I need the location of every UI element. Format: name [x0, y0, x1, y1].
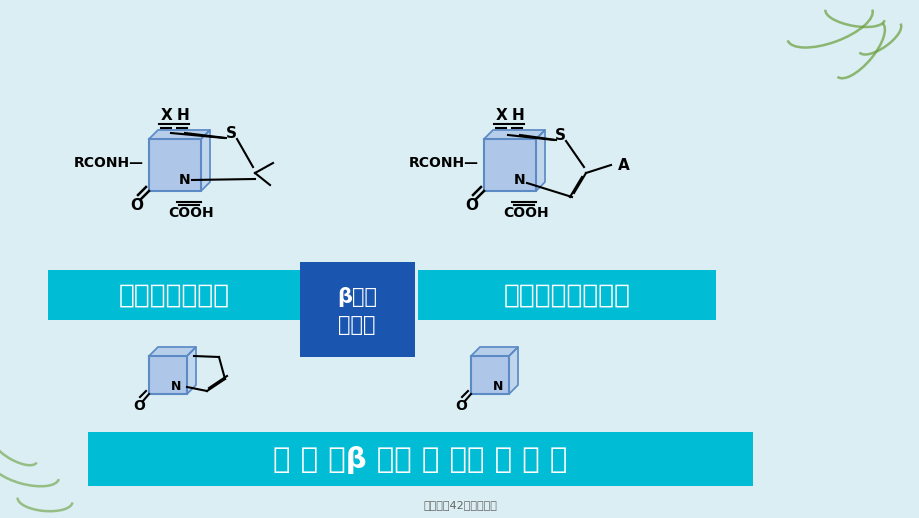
- Text: O: O: [130, 197, 143, 212]
- Text: O: O: [465, 197, 478, 212]
- FancyBboxPatch shape: [48, 270, 300, 320]
- Text: 药理学第42章青霉素类: 药理学第42章青霉素类: [423, 500, 496, 510]
- Polygon shape: [471, 347, 517, 356]
- Text: COOH: COOH: [168, 206, 213, 220]
- Text: X: X: [161, 108, 173, 122]
- Polygon shape: [149, 347, 196, 356]
- Text: O: O: [133, 399, 145, 413]
- Polygon shape: [508, 347, 517, 394]
- Polygon shape: [187, 347, 196, 394]
- Text: S: S: [554, 127, 565, 142]
- Text: 非 典 型β －内 酰 胺抗 生 素 类: 非 典 型β －内 酰 胺抗 生 素 类: [273, 446, 567, 474]
- Text: H: H: [176, 108, 189, 122]
- Text: RCONH—: RCONH—: [74, 156, 144, 170]
- Text: H: H: [511, 108, 524, 122]
- Polygon shape: [149, 130, 210, 139]
- Polygon shape: [483, 130, 544, 139]
- Text: O: O: [455, 399, 467, 413]
- Bar: [483, 139, 536, 191]
- Bar: [149, 356, 187, 394]
- Polygon shape: [200, 130, 210, 191]
- FancyBboxPatch shape: [417, 270, 715, 320]
- Text: N: N: [493, 381, 503, 394]
- Bar: [471, 356, 508, 394]
- Text: S: S: [225, 125, 236, 140]
- Text: β－内
酰胺环: β－内 酰胺环: [336, 287, 377, 335]
- Text: N: N: [514, 173, 526, 187]
- Text: X: X: [495, 108, 507, 122]
- Text: A: A: [618, 157, 630, 172]
- Text: N: N: [179, 173, 190, 187]
- Text: 头孢菌素类抗生素: 头孢菌素类抗生素: [503, 283, 630, 309]
- FancyBboxPatch shape: [88, 432, 752, 486]
- Text: COOH: COOH: [503, 206, 549, 220]
- Text: N: N: [171, 381, 181, 394]
- Polygon shape: [536, 130, 544, 191]
- Text: RCONH—: RCONH—: [409, 156, 479, 170]
- FancyBboxPatch shape: [300, 262, 414, 357]
- Text: 青霉素类抗生素: 青霉素类抗生素: [119, 283, 230, 309]
- Bar: [149, 139, 200, 191]
